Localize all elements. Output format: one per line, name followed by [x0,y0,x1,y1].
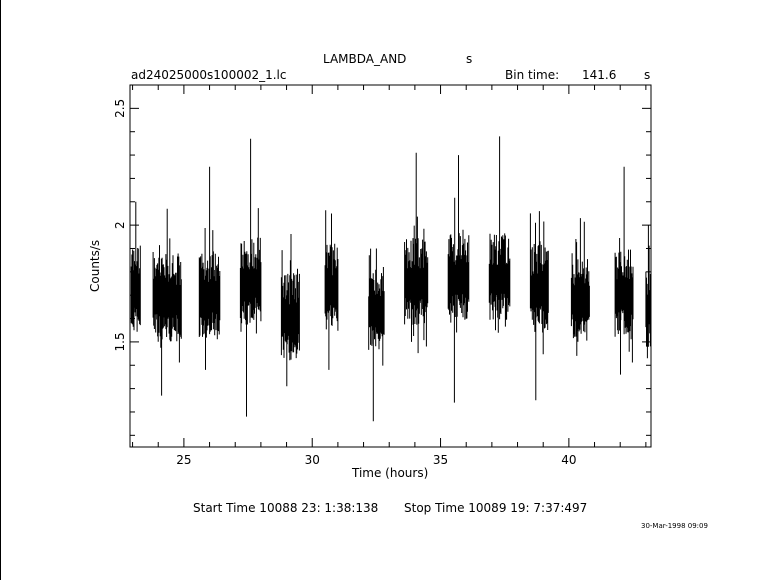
lightcurve-segment [447,155,470,403]
y-tick-label: 2 [113,221,127,229]
lightcurve-segment [152,208,182,396]
x-tick-label: 30 [305,453,320,467]
lightcurve-segment [130,201,141,332]
bin-time-value: 141.6 [582,68,616,82]
lightcurve-segment [239,138,262,417]
start-time: Start Time 10088 23: 1:38:138 [193,501,378,515]
lightcurve-segment [404,152,429,354]
plot-frame [129,84,652,448]
chart-title: LAMBDA_AND [323,52,406,66]
axis-ticks [130,84,651,447]
file-label: ad24025000s100002_1.lc [131,68,287,82]
y-tick-label: 2.5 [113,99,127,118]
lightcurve-segment [645,225,652,359]
data-series [130,136,652,422]
x-tick-label: 35 [433,453,448,467]
y-axis-label: Counts/s [88,240,102,292]
bin-time-label: Bin time: [505,68,559,82]
x-tick-label: 25 [176,453,191,467]
x-tick-label: 40 [561,453,576,467]
lightcurve-segment [488,136,511,333]
stop-time: Stop Time 10089 19: 7:37:497 [404,501,587,515]
lightcurve-segment [614,166,634,375]
lightcurve-segment [529,211,549,401]
bin-time-unit: s [644,68,650,82]
lightcurve-segment [198,166,221,370]
lightcurve-segment [570,218,590,356]
plot-timestamp: 30-Mar-1998 09:09 [641,522,708,530]
y-tick-label: 1.5 [113,332,127,351]
axis-tick-labels: 25 30 35 40 1.5 2 2.5 [113,99,577,467]
left-border-line [0,0,1,580]
lightcurve-segment [280,234,300,387]
lightcurve-segment [368,248,385,422]
x-axis-label: Time (hours) [351,466,428,480]
chart-title-suffix: s [466,52,472,66]
lightcurve-segment [324,210,339,370]
